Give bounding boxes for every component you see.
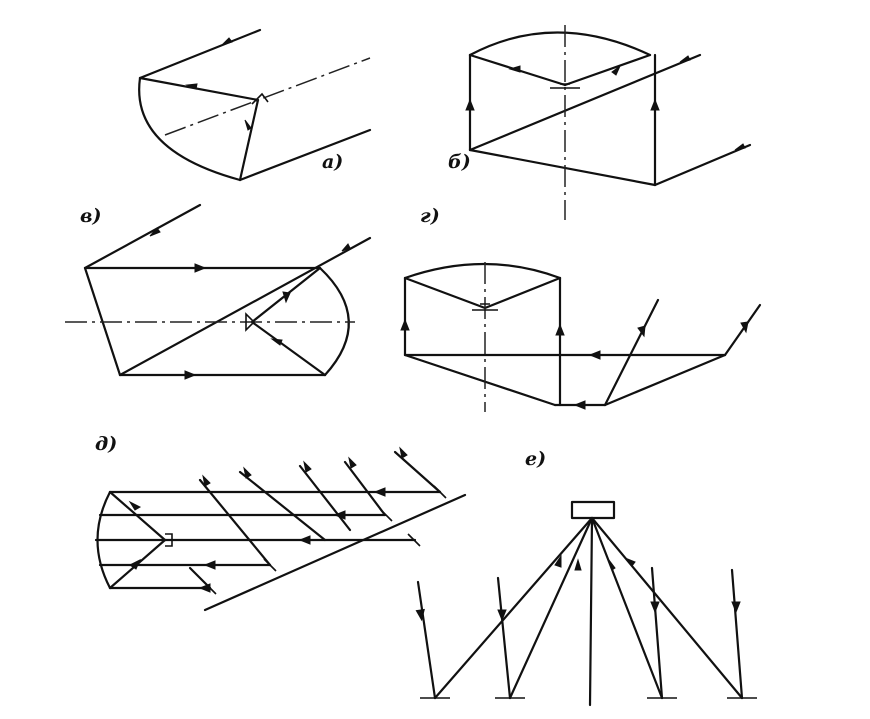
arrow-icon	[732, 602, 740, 612]
bottom-slant	[405, 355, 555, 405]
incoming-ray-4	[732, 570, 742, 698]
ray-right-focus	[485, 278, 560, 308]
incoming-ray-3	[300, 466, 350, 530]
arrow-icon	[300, 536, 310, 544]
label-b: б)	[448, 151, 471, 173]
arrow-icon	[556, 325, 564, 335]
arrow-icon	[590, 351, 600, 359]
ray-1	[435, 518, 592, 698]
arrow-icon	[222, 38, 232, 45]
bottom-edge	[470, 150, 655, 185]
arrow-icon	[651, 602, 659, 612]
diagram-v: в)	[65, 205, 370, 379]
edge-top	[140, 30, 260, 78]
edge-bottom	[240, 130, 370, 180]
incoming-ray-4	[345, 462, 385, 515]
ray-center	[590, 518, 592, 705]
arrow-icon	[130, 502, 140, 510]
label-g: г)	[420, 205, 440, 227]
label-a: а)	[322, 151, 343, 173]
ray-4	[592, 518, 742, 698]
ray-in	[140, 78, 258, 100]
arrow-icon	[283, 292, 290, 302]
label-d: д)	[95, 433, 117, 455]
diagram-a: а)	[139, 30, 370, 180]
arrow-icon	[575, 401, 585, 409]
ray-3	[592, 518, 662, 698]
arrow-icon	[349, 458, 356, 468]
diagonal-ray	[470, 55, 700, 150]
arrow-icon	[575, 560, 581, 570]
detector-box	[572, 502, 614, 518]
arrow-icon	[466, 100, 474, 110]
diagram-b: б)	[448, 25, 750, 220]
ray-incoming	[655, 145, 750, 185]
arrow-icon	[272, 339, 282, 345]
diagonal-ray	[120, 238, 370, 375]
diagram-d: д)	[95, 433, 465, 610]
arrow-icon	[195, 264, 205, 272]
arrow-icon	[130, 560, 140, 569]
arrow-icon	[245, 120, 251, 130]
ray-left-focus	[405, 278, 485, 308]
arrow-icon	[680, 56, 690, 62]
arrow-icon	[205, 561, 215, 569]
ray-in-top	[85, 205, 200, 268]
ray-to-focus-bottom	[252, 322, 325, 375]
ray-reflect	[240, 100, 258, 180]
diagram-e: е)	[416, 448, 757, 705]
arrow-icon	[401, 320, 409, 330]
arrow-icon	[185, 371, 195, 379]
ray-incoming-2	[725, 305, 760, 355]
arrow-icon	[510, 66, 520, 72]
right-slant	[605, 355, 725, 405]
incoming-ray-1	[418, 582, 435, 698]
top-arc	[470, 33, 650, 56]
arrow-icon	[200, 584, 210, 592]
ray-incoming-1	[605, 300, 658, 405]
arrow-icon	[375, 488, 385, 496]
diagram-g: г)	[401, 205, 760, 412]
ray-2	[510, 518, 592, 698]
arrow-icon	[735, 144, 745, 150]
label-e: е)	[525, 448, 546, 470]
arrow-icon	[304, 462, 311, 472]
label-v: в)	[80, 205, 101, 227]
optical-axis	[165, 58, 370, 135]
top-arc	[405, 264, 560, 278]
arrow-icon	[651, 100, 659, 110]
incoming-ray-2	[498, 578, 510, 698]
